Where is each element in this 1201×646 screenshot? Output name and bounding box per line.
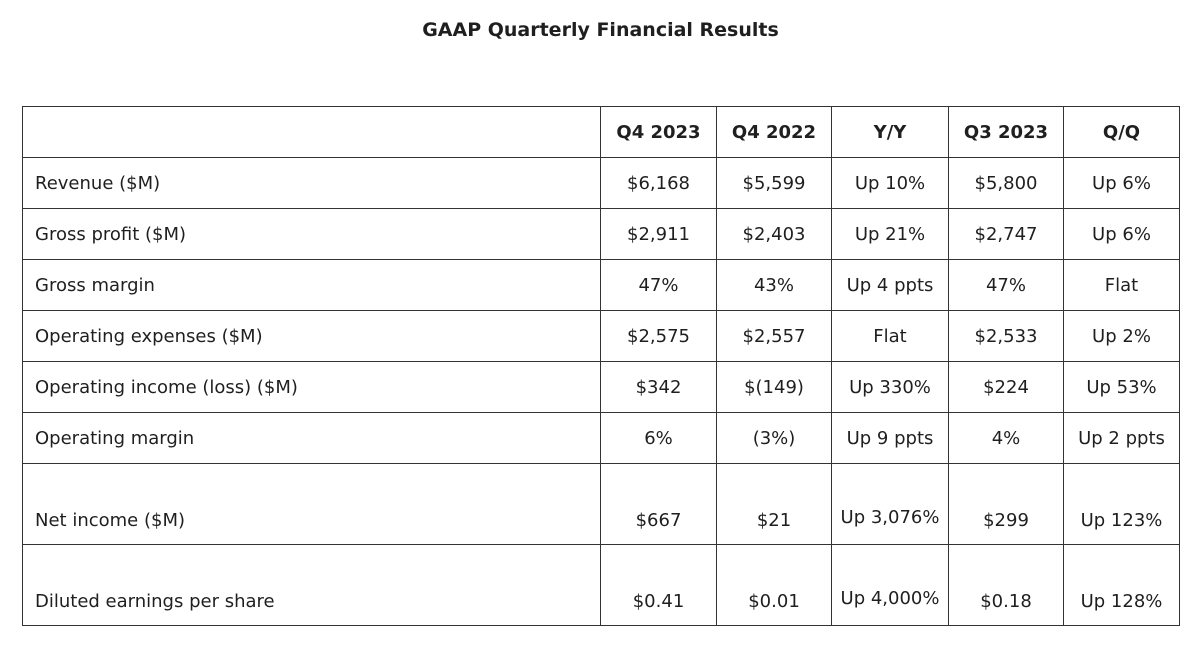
cell-yy: Flat: [831, 310, 949, 362]
cell-qq: Up 53%: [1063, 361, 1180, 413]
cell-q4-2022: (3%): [716, 412, 832, 464]
cell-q4-2023: 47%: [600, 259, 717, 311]
row-label: Net income ($M): [22, 463, 601, 545]
cell-q3-2023: $224: [948, 361, 1064, 413]
cell-qq: Up 6%: [1063, 157, 1180, 209]
table-row: Net income ($M) $667 $21 Up 3,076% $299 …: [22, 463, 1180, 545]
cell-qq: Up 6%: [1063, 208, 1180, 260]
cell-q4-2022: $5,599: [716, 157, 832, 209]
cell-q4-2022: 43%: [716, 259, 832, 311]
table-row: Operating income (loss) ($M) $342 $(149)…: [22, 361, 1180, 413]
header-cell-qq: Q/Q: [1063, 106, 1180, 158]
header-cell-yy: Y/Y: [831, 106, 949, 158]
cell-yy: Up 21%: [831, 208, 949, 260]
row-label: Operating expenses ($M): [22, 310, 601, 362]
table-row: Operating expenses ($M) $2,575 $2,557 Fl…: [22, 310, 1180, 362]
cell-yy: Up 4 ppts: [831, 259, 949, 311]
page-title: GAAP Quarterly Financial Results: [422, 19, 779, 41]
cell-q3-2023: $0.18: [948, 544, 1064, 626]
table-row: Diluted earnings per share $0.41 $0.01 U…: [22, 544, 1180, 626]
cell-yy: Up 4,000%: [831, 544, 949, 626]
table-row: Revenue ($M) $6,168 $5,599 Up 10% $5,800…: [22, 157, 1180, 209]
table-row: Operating margin 6% (3%) Up 9 ppts 4% Up…: [22, 412, 1180, 464]
table-row: Gross profit ($M) $2,911 $2,403 Up 21% $…: [22, 208, 1180, 260]
cell-q3-2023: $2,747: [948, 208, 1064, 260]
cell-qq: Up 2 ppts: [1063, 412, 1180, 464]
cell-q4-2023: $2,575: [600, 310, 717, 362]
header-cell-q4-2023: Q4 2023: [600, 106, 717, 158]
cell-q4-2023: 6%: [600, 412, 717, 464]
header-cell-q4-2022: Q4 2022: [716, 106, 832, 158]
cell-qq: Up 128%: [1063, 544, 1180, 626]
cell-qq: Up 2%: [1063, 310, 1180, 362]
cell-q3-2023: 47%: [948, 259, 1064, 311]
header-cell-q3-2023: Q3 2023: [948, 106, 1064, 158]
cell-yy: Up 10%: [831, 157, 949, 209]
row-label: Gross profit ($M): [22, 208, 601, 260]
cell-q4-2022: $21: [716, 463, 832, 545]
cell-yy: Up 330%: [831, 361, 949, 413]
table-row: Gross margin 47% 43% Up 4 ppts 47% Flat: [22, 259, 1180, 311]
cell-q4-2023: $6,168: [600, 157, 717, 209]
cell-q4-2023: $342: [600, 361, 717, 413]
row-label: Diluted earnings per share: [22, 544, 601, 626]
cell-q4-2022: $2,403: [716, 208, 832, 260]
cell-q3-2023: $2,533: [948, 310, 1064, 362]
financial-results-table: Q4 2023 Q4 2022 Y/Y Q3 2023 Q/Q Revenue …: [22, 106, 1180, 626]
cell-yy: Up 9 ppts: [831, 412, 949, 464]
cell-q3-2023: 4%: [948, 412, 1064, 464]
header-cell-label: [22, 106, 601, 158]
cell-q4-2022: $0.01: [716, 544, 832, 626]
table-header-row: Q4 2023 Q4 2022 Y/Y Q3 2023 Q/Q: [22, 106, 1180, 158]
cell-qq: Flat: [1063, 259, 1180, 311]
row-label: Operating income (loss) ($M): [22, 361, 601, 413]
cell-q3-2023: $299: [948, 463, 1064, 545]
cell-q4-2023: $2,911: [600, 208, 717, 260]
cell-q3-2023: $5,800: [948, 157, 1064, 209]
row-label: Gross margin: [22, 259, 601, 311]
cell-q4-2022: $2,557: [716, 310, 832, 362]
cell-q4-2023: $667: [600, 463, 717, 545]
cell-q4-2022: $(149): [716, 361, 832, 413]
cell-q4-2023: $0.41: [600, 544, 717, 626]
cell-qq: Up 123%: [1063, 463, 1180, 545]
row-label: Operating margin: [22, 412, 601, 464]
cell-yy: Up 3,076%: [831, 463, 949, 545]
row-label: Revenue ($M): [22, 157, 601, 209]
